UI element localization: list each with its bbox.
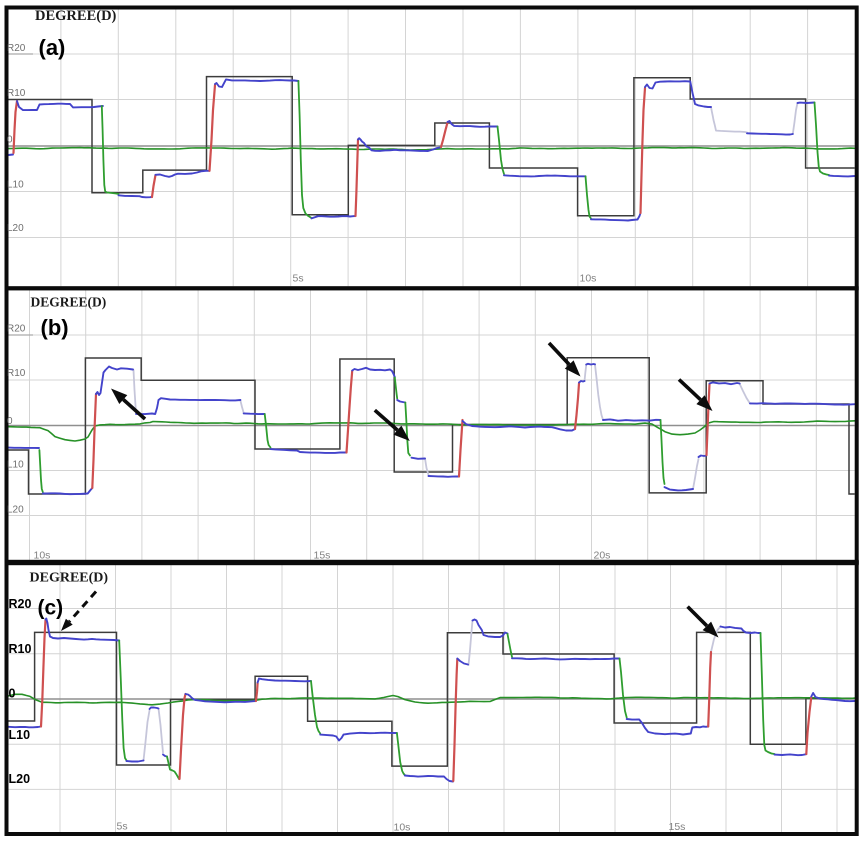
svg-text:(c): (c) bbox=[38, 597, 64, 620]
svg-text:L20: L20 bbox=[7, 223, 24, 234]
svg-text:10s: 10s bbox=[394, 822, 411, 834]
svg-text:(a): (a) bbox=[39, 35, 66, 60]
svg-text:L10: L10 bbox=[7, 180, 24, 191]
svg-text:15s: 15s bbox=[669, 821, 686, 833]
svg-text:0: 0 bbox=[7, 416, 13, 427]
svg-text:L20: L20 bbox=[7, 505, 24, 516]
svg-text:10s: 10s bbox=[34, 550, 51, 562]
svg-text:DEGREE(D): DEGREE(D) bbox=[30, 571, 109, 586]
svg-text:5s: 5s bbox=[117, 821, 128, 833]
svg-text:(b): (b) bbox=[41, 315, 69, 340]
svg-text:L10: L10 bbox=[9, 728, 31, 742]
svg-text:0: 0 bbox=[7, 135, 13, 146]
svg-text:L10: L10 bbox=[7, 460, 24, 471]
svg-text:DEGREE(D): DEGREE(D) bbox=[31, 295, 107, 310]
svg-text:20s: 20s bbox=[594, 550, 611, 562]
svg-text:15s: 15s bbox=[314, 550, 331, 562]
svg-text:DEGREE(D): DEGREE(D) bbox=[35, 8, 117, 24]
svg-text:L20: L20 bbox=[9, 772, 31, 786]
svg-text:R20: R20 bbox=[7, 43, 26, 54]
svg-text:R10: R10 bbox=[9, 642, 32, 656]
svg-text:R20: R20 bbox=[9, 597, 32, 611]
svg-text:R20: R20 bbox=[7, 324, 26, 335]
svg-text:0: 0 bbox=[9, 687, 16, 701]
svg-text:10s: 10s bbox=[580, 273, 597, 285]
svg-text:R10: R10 bbox=[7, 88, 26, 99]
svg-text:5s: 5s bbox=[293, 273, 304, 285]
svg-text:R10: R10 bbox=[7, 368, 26, 379]
